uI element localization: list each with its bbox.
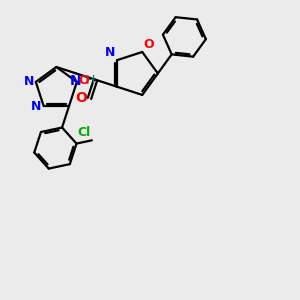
Text: N: N — [31, 100, 42, 112]
Text: O: O — [143, 38, 154, 51]
Text: Cl: Cl — [78, 126, 91, 139]
Text: N: N — [70, 74, 82, 88]
Text: N: N — [105, 46, 115, 59]
Text: H: H — [86, 74, 95, 87]
Text: O: O — [79, 74, 89, 87]
Text: N: N — [23, 75, 34, 88]
Text: O: O — [76, 92, 88, 105]
